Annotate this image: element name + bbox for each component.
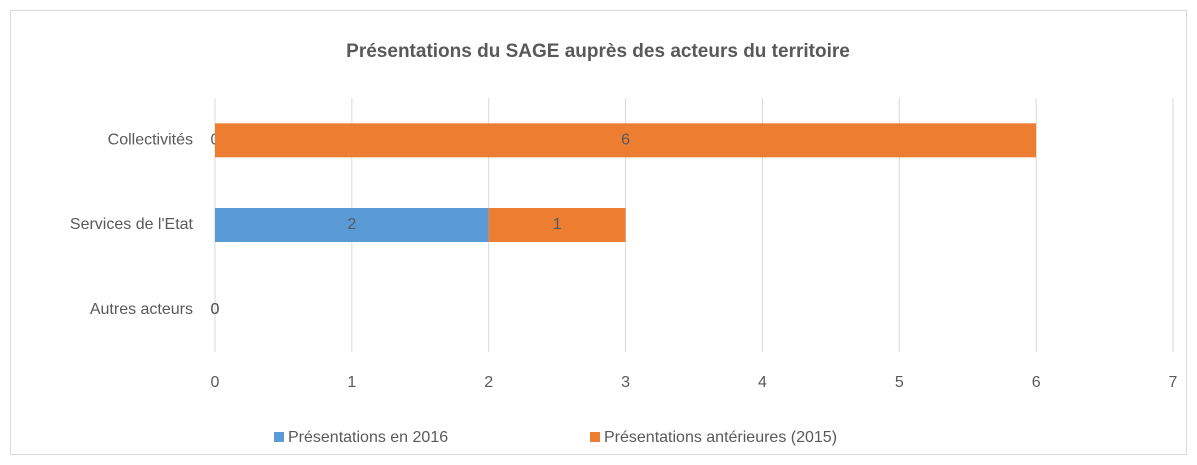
legend-swatch — [590, 432, 600, 442]
data-label: 0 — [211, 301, 220, 318]
x-tick-label: 7 — [1169, 374, 1178, 391]
y-tick-label: Autres acteurs — [90, 301, 193, 318]
bar — [215, 208, 489, 242]
x-tick-label: 3 — [621, 374, 630, 391]
data-label: 0 — [211, 301, 220, 318]
x-tick-label: 0 — [211, 374, 220, 391]
legend-label: Présentations en 2016 — [288, 429, 448, 446]
legend-label: Présentations antérieures (2015) — [604, 429, 837, 446]
x-tick-label: 2 — [484, 374, 493, 391]
x-tick-label: 1 — [347, 374, 356, 391]
bar — [215, 123, 1037, 158]
data-label: 1 — [553, 216, 562, 233]
legend-swatch — [274, 432, 284, 442]
bar — [488, 208, 626, 242]
data-label: 2 — [347, 216, 356, 233]
x-tick-label: 6 — [1032, 374, 1041, 391]
data-label: 6 — [621, 132, 630, 149]
y-tick-label: Services de l'Etat — [70, 216, 194, 233]
x-tick-label: 5 — [895, 374, 904, 391]
chart-title: Présentations du SAGE auprès des acteurs… — [346, 41, 850, 62]
y-tick-label: Collectivités — [108, 132, 193, 149]
x-tick-label: 4 — [758, 374, 767, 391]
